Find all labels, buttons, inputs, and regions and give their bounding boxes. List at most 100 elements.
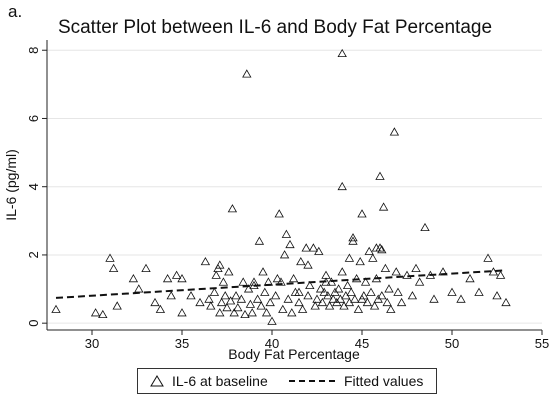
data-point (317, 297, 328, 307)
data-point (380, 263, 391, 272)
data-point (278, 304, 288, 313)
fitted-line (55, 269, 507, 299)
data-point (240, 309, 250, 319)
data-point (225, 296, 236, 305)
data-point (303, 260, 313, 269)
data-point (369, 301, 380, 310)
data-point (402, 270, 412, 279)
data-point (391, 267, 401, 276)
data-point (112, 301, 122, 310)
data-point (279, 250, 290, 259)
data-point (360, 277, 371, 286)
point-layer (51, 48, 511, 325)
chart-legend: IL-6 at baseline Fitted values (137, 368, 437, 394)
data-point (315, 284, 326, 293)
data-point (465, 274, 475, 283)
data-point (310, 301, 320, 310)
data-point (288, 274, 299, 283)
data-point (51, 304, 61, 313)
data-point (337, 267, 347, 276)
data-point (414, 277, 425, 286)
data-point (206, 301, 216, 310)
x-tick-label: 30 (85, 336, 99, 351)
data-point (382, 297, 392, 307)
tick-layer: 0 2 4 6 8 30 35 40 45 50 55 (26, 47, 549, 351)
data-point (108, 263, 119, 272)
fit-layer (55, 269, 507, 299)
data-point (236, 294, 247, 303)
data-point (492, 291, 502, 300)
data-point (155, 304, 166, 313)
data-point (222, 303, 232, 312)
data-point (204, 294, 214, 303)
data-point (301, 243, 311, 252)
data-point (281, 229, 292, 238)
data-point (186, 291, 196, 300)
data-point (319, 287, 329, 296)
data-point (337, 181, 347, 191)
data-point (371, 243, 382, 252)
y-tick-label: 2 (26, 251, 41, 258)
grid-layer (47, 49, 542, 324)
data-point (389, 127, 400, 136)
data-point (384, 284, 394, 293)
data-point (256, 301, 266, 310)
data-point (177, 274, 187, 283)
data-point (375, 171, 385, 180)
chart-title: Scatter Plot between IL-6 and Body Fat P… (57, 17, 493, 38)
y-tick-label: 4 (26, 183, 41, 190)
data-point (247, 308, 257, 317)
data-point (342, 280, 353, 290)
panel-label: a. (8, 2, 23, 21)
data-point (420, 222, 430, 232)
data-point (242, 69, 252, 78)
data-point (200, 256, 211, 266)
data-point (348, 233, 358, 242)
x-tick-label: 55 (535, 336, 549, 351)
data-point (260, 287, 270, 296)
data-point (344, 253, 355, 262)
legend-item-fitted: Fitted values (288, 373, 423, 389)
data-point (238, 277, 248, 286)
data-point (209, 287, 220, 296)
data-point (252, 294, 263, 303)
data-point (287, 308, 297, 317)
x-tick-label: 40 (265, 336, 279, 351)
data-point (411, 263, 421, 272)
x-axis-title: Body Fat Percentage (228, 346, 360, 362)
data-point (177, 308, 187, 317)
data-point (366, 287, 376, 296)
data-point (285, 239, 295, 249)
data-point (456, 294, 466, 303)
dashed-line-icon (289, 380, 335, 382)
data-point (337, 48, 347, 58)
data-point (312, 294, 322, 303)
data-point (258, 267, 268, 276)
data-point (272, 274, 283, 283)
legend-label-fitted: Fitted values (344, 373, 424, 389)
data-point (274, 209, 284, 218)
data-point (254, 236, 265, 245)
data-point (396, 297, 407, 307)
data-point (98, 309, 108, 319)
data-point (218, 277, 229, 286)
y-tick-label: 8 (26, 47, 41, 54)
data-point (305, 280, 315, 290)
data-point (377, 245, 387, 254)
data-point (483, 253, 493, 262)
plot-area (47, 40, 542, 330)
legend-item-il6: IL-6 at baseline (150, 373, 268, 389)
data-point (407, 291, 418, 300)
data-point (297, 304, 308, 313)
x-tick-label: 45 (355, 336, 369, 351)
data-point (364, 246, 374, 255)
data-point (357, 294, 367, 303)
data-point (162, 274, 173, 283)
data-point (393, 287, 403, 296)
data-point (353, 304, 364, 313)
data-point (90, 308, 101, 317)
data-point (215, 260, 225, 269)
data-point (150, 297, 160, 307)
data-point (308, 243, 319, 252)
